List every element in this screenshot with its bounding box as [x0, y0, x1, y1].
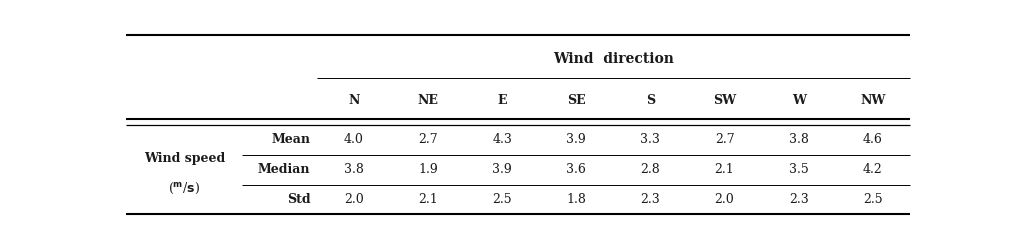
Text: NW: NW — [860, 94, 886, 107]
Text: Wind  direction: Wind direction — [553, 52, 673, 66]
Text: 4.0: 4.0 — [344, 134, 364, 147]
Text: 4.2: 4.2 — [863, 163, 883, 176]
Text: 3.8: 3.8 — [789, 134, 809, 147]
Text: 3.3: 3.3 — [641, 134, 660, 147]
Text: W: W — [792, 94, 806, 107]
Text: 1.8: 1.8 — [566, 193, 586, 206]
Text: SE: SE — [567, 94, 585, 107]
Text: 3.9: 3.9 — [492, 163, 512, 176]
Text: Wind speed: Wind speed — [144, 152, 225, 165]
Text: 2.7: 2.7 — [419, 134, 438, 147]
Text: Median: Median — [258, 163, 310, 176]
Text: 2.5: 2.5 — [863, 193, 883, 206]
Text: Std: Std — [287, 193, 310, 206]
Text: 2.3: 2.3 — [789, 193, 809, 206]
Text: 2.8: 2.8 — [641, 163, 660, 176]
Text: ($^{\mathbf{m}}$/$\mathbf{s}$): ($^{\mathbf{m}}$/$\mathbf{s}$) — [168, 181, 200, 196]
Text: SW: SW — [713, 94, 736, 107]
Text: 2.7: 2.7 — [715, 134, 734, 147]
Text: 1.9: 1.9 — [419, 163, 438, 176]
Text: Mean: Mean — [272, 134, 310, 147]
Text: 3.6: 3.6 — [566, 163, 586, 176]
Text: 2.0: 2.0 — [715, 193, 734, 206]
Text: 2.5: 2.5 — [492, 193, 512, 206]
Text: 3.8: 3.8 — [344, 163, 364, 176]
Text: E: E — [497, 94, 507, 107]
Text: 3.5: 3.5 — [789, 163, 809, 176]
Text: NE: NE — [418, 94, 439, 107]
Text: 2.0: 2.0 — [344, 193, 364, 206]
Text: S: S — [646, 94, 655, 107]
Text: N: N — [348, 94, 360, 107]
Text: 2.3: 2.3 — [641, 193, 660, 206]
Text: 3.9: 3.9 — [566, 134, 586, 147]
Text: 2.1: 2.1 — [715, 163, 734, 176]
Text: 4.6: 4.6 — [863, 134, 883, 147]
Text: 2.1: 2.1 — [419, 193, 438, 206]
Text: 4.3: 4.3 — [492, 134, 512, 147]
